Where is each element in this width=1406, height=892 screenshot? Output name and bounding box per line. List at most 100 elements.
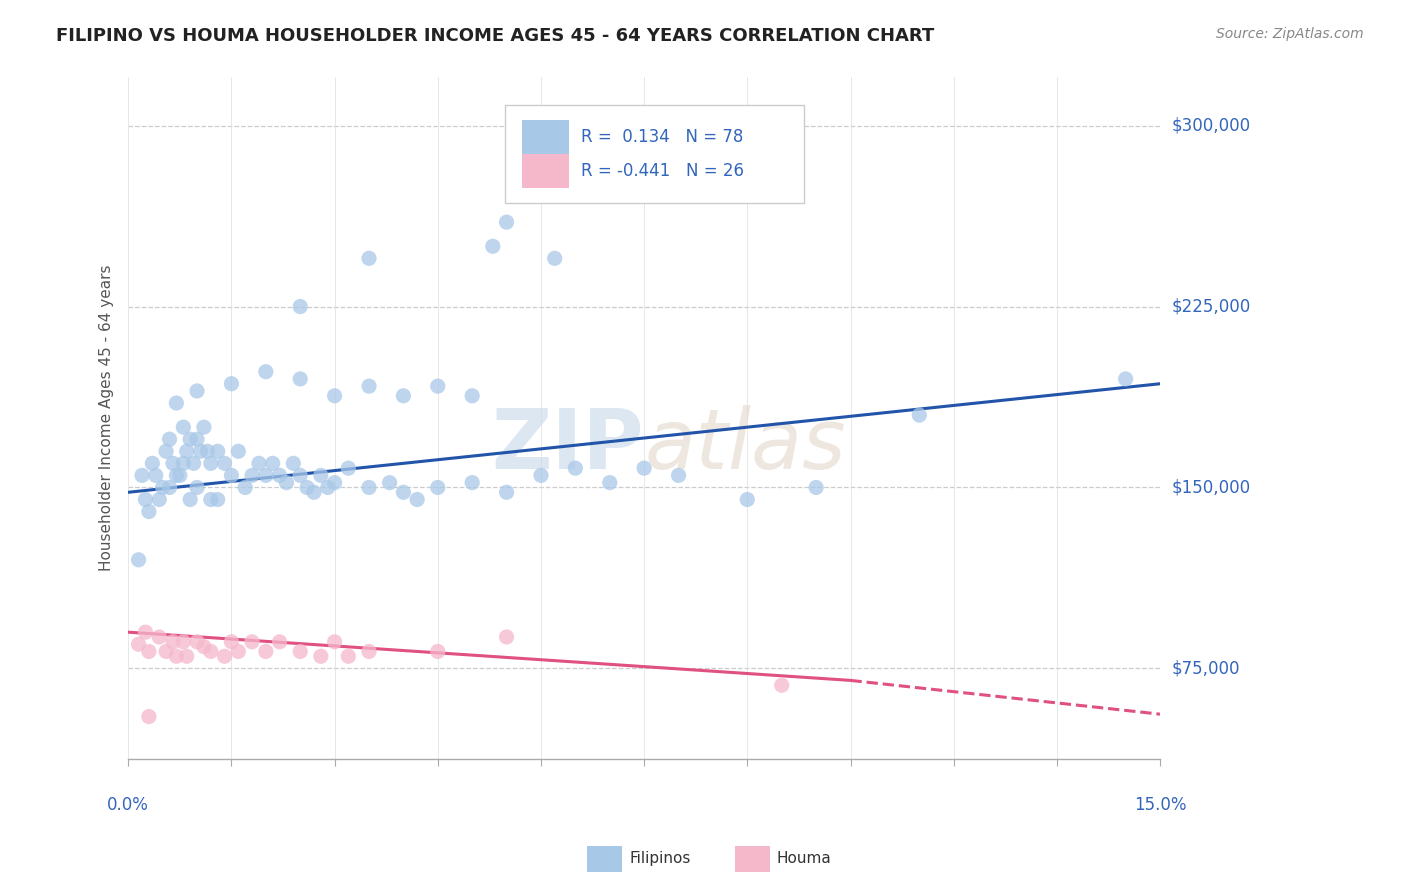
Point	[737, 492, 759, 507]
Point	[262, 456, 284, 470]
Text: $150,000: $150,000	[1171, 478, 1250, 497]
Point	[406, 492, 429, 507]
Point	[426, 480, 449, 494]
Point	[378, 475, 401, 490]
Point	[186, 635, 208, 649]
Point	[309, 649, 332, 664]
Point	[128, 553, 150, 567]
Point	[176, 649, 198, 664]
Point	[141, 456, 163, 470]
Point	[1115, 372, 1137, 386]
Point	[200, 644, 222, 658]
Point	[426, 379, 449, 393]
Point	[495, 215, 517, 229]
Point	[290, 372, 312, 386]
Point	[233, 480, 256, 494]
Point	[323, 635, 346, 649]
Point	[138, 505, 160, 519]
Point	[159, 432, 181, 446]
Bar	[523, 154, 569, 188]
Point	[254, 644, 277, 658]
Point	[179, 432, 201, 446]
Point	[165, 649, 187, 664]
Point	[633, 461, 655, 475]
Point	[128, 637, 150, 651]
Point	[283, 456, 305, 470]
Point	[176, 444, 198, 458]
Point	[165, 396, 187, 410]
Point	[221, 468, 243, 483]
Point	[254, 365, 277, 379]
Point	[290, 644, 312, 658]
Point	[668, 468, 690, 483]
Point	[172, 635, 194, 649]
Text: Houma: Houma	[776, 852, 831, 866]
Point	[186, 480, 208, 494]
Point	[134, 625, 156, 640]
Point	[482, 239, 505, 253]
Point	[357, 379, 380, 393]
Text: atlas: atlas	[644, 405, 846, 486]
Point	[214, 456, 236, 470]
Text: FILIPINO VS HOUMA HOUSEHOLDER INCOME AGES 45 - 64 YEARS CORRELATION CHART: FILIPINO VS HOUMA HOUSEHOLDER INCOME AGE…	[56, 27, 935, 45]
Point	[240, 635, 263, 649]
Text: 15.0%: 15.0%	[1133, 797, 1187, 814]
Text: $75,000: $75,000	[1171, 659, 1240, 677]
Text: ZIP: ZIP	[492, 405, 644, 486]
Point	[908, 408, 931, 422]
Point	[323, 389, 346, 403]
Point	[134, 492, 156, 507]
Point	[240, 468, 263, 483]
Point	[357, 252, 380, 266]
Point	[155, 444, 177, 458]
Point	[599, 475, 621, 490]
Point	[337, 461, 360, 475]
Text: $225,000: $225,000	[1171, 298, 1250, 316]
Point	[138, 709, 160, 723]
Point	[207, 444, 229, 458]
Point	[337, 649, 360, 664]
Point	[207, 492, 229, 507]
Point	[226, 444, 249, 458]
Point	[269, 468, 291, 483]
Point	[461, 389, 484, 403]
Point	[195, 444, 218, 458]
Point	[193, 640, 215, 654]
Y-axis label: Householder Income Ages 45 - 64 years: Householder Income Ages 45 - 64 years	[100, 265, 114, 572]
Point	[221, 635, 243, 649]
Point	[316, 480, 339, 494]
Point	[226, 644, 249, 658]
Point	[131, 468, 153, 483]
Point	[495, 630, 517, 644]
Text: R =  0.134   N = 78: R = 0.134 N = 78	[581, 128, 744, 145]
Point	[172, 456, 194, 470]
Point	[190, 444, 212, 458]
Point	[162, 456, 184, 470]
Point	[169, 468, 191, 483]
Point	[186, 384, 208, 398]
Point	[145, 468, 167, 483]
Point	[461, 475, 484, 490]
Point	[148, 492, 170, 507]
Point	[221, 376, 243, 391]
Point	[254, 468, 277, 483]
Point	[165, 468, 187, 483]
Point	[495, 485, 517, 500]
Text: Source: ZipAtlas.com: Source: ZipAtlas.com	[1216, 27, 1364, 41]
Point	[276, 475, 298, 490]
Point	[200, 492, 222, 507]
Point	[159, 480, 181, 494]
Point	[200, 456, 222, 470]
Point	[269, 635, 291, 649]
Point	[392, 485, 415, 500]
Point	[179, 492, 201, 507]
Point	[162, 635, 184, 649]
Point	[357, 644, 380, 658]
Point	[357, 480, 380, 494]
Point	[770, 678, 793, 692]
Text: 0.0%: 0.0%	[107, 797, 149, 814]
Point	[186, 432, 208, 446]
Point	[183, 456, 205, 470]
Point	[290, 300, 312, 314]
Point	[138, 644, 160, 658]
